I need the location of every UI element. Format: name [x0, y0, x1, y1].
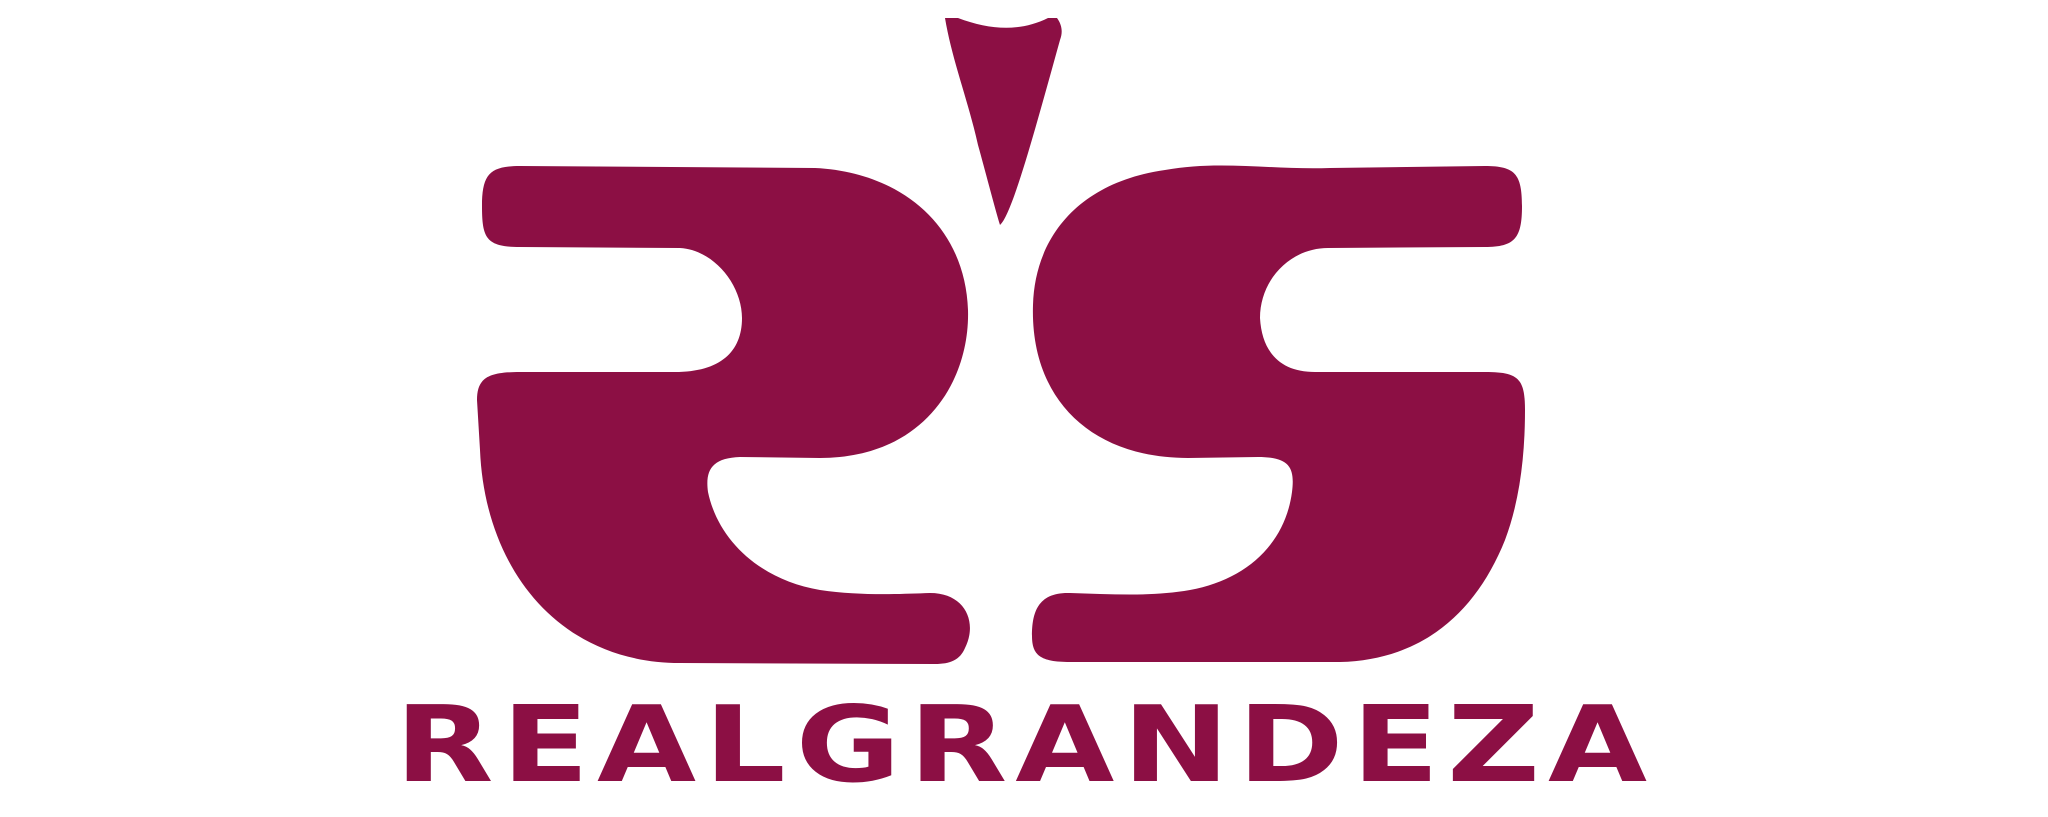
left-glyph-icon [477, 166, 970, 664]
brand-word-real: REAL [395, 684, 794, 807]
accent-mark-icon [945, 18, 1062, 225]
brand-wordmark: REAL GRANDEZA [395, 691, 1655, 798]
brand-word-grandeza: GRANDEZA [795, 684, 1655, 807]
right-glyph-icon [1032, 165, 1525, 662]
